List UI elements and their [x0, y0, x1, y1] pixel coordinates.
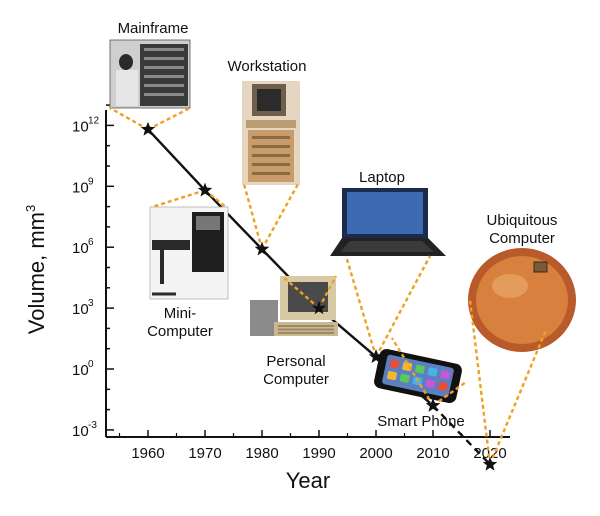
minicomputer-terminal: [152, 240, 190, 250]
y-tick-exponent: 6: [88, 237, 94, 248]
micro-chip: [533, 261, 548, 273]
data-point-star-top: [368, 349, 384, 363]
workstation-screen: [257, 89, 281, 111]
y-tick-label: 10: [72, 179, 89, 196]
smartphone-app-icon: [399, 373, 410, 383]
data-point-star-top: [482, 456, 498, 471]
label-personal-computer: Personal Computer: [263, 353, 329, 388]
trend-line-dashed: [432, 404, 491, 466]
smartphone-app-icon: [427, 367, 438, 377]
x-tick-label: 1960: [131, 445, 164, 462]
minicomputer-stand: [160, 250, 164, 284]
y-tick-label: 10: [72, 118, 89, 135]
smartphone-app-icon: [440, 370, 451, 380]
smartphone-app-icon: [387, 371, 397, 381]
mainframe-panel-stripe: [144, 75, 184, 78]
mainframe-panel-stripe: [144, 57, 184, 60]
callout-connector: [109, 106, 149, 131]
label-ubiquitous: Ubiquitous Computer: [486, 212, 558, 247]
smartphone-app-icon: [437, 381, 448, 391]
penny-face: [476, 256, 568, 344]
laptop-keyboard: [340, 241, 434, 252]
callout-connector: [390, 337, 435, 407]
data-point-star-top: [197, 182, 213, 197]
minicomputer-tape: [196, 216, 220, 230]
callout-connector: [344, 255, 378, 358]
pc-key-row: [278, 332, 334, 334]
x-tick-label: 1990: [302, 445, 335, 462]
label-workstation: Workstation: [227, 58, 307, 75]
data-point-star-top: [425, 398, 441, 412]
penny-highlight: [492, 274, 528, 298]
mainframe-operator-head: [119, 54, 133, 70]
pc-key-row: [278, 328, 334, 331]
callout-connector: [204, 189, 227, 208]
y-tick-exponent: -3: [88, 420, 97, 431]
y-tick-exponent: 9: [88, 176, 94, 187]
x-tick-label: 2020: [473, 445, 506, 462]
workstation-keyboard: [246, 120, 296, 128]
mainframe-operator-body: [116, 70, 138, 106]
pc-key-row: [278, 325, 334, 327]
callout-connector: [374, 255, 432, 358]
y-tick-label: 10: [72, 301, 89, 318]
workstation-vent: [252, 136, 290, 139]
label-laptop: Laptop: [359, 169, 405, 186]
mainframe-panel-stripe: [144, 66, 184, 69]
data-point-star-top: [311, 300, 327, 315]
x-tick-label: 2000: [359, 445, 392, 462]
y-tick-label: 10: [72, 240, 89, 257]
callout-connector: [242, 183, 264, 250]
callout-connector: [317, 275, 338, 309]
y-axis-title-superscript: 3: [23, 205, 38, 212]
callout-connector: [151, 189, 206, 209]
workstation-vent: [252, 154, 290, 157]
mainframe-panel-stripe: [144, 93, 184, 96]
label-minicomputer: Mini- Computer: [147, 305, 213, 340]
mainframe-panel-stripe: [144, 48, 184, 51]
x-tick-label: 2010: [416, 445, 449, 462]
data-point-star-top: [254, 241, 270, 256]
y-axis-title: Volume, mm3: [23, 205, 49, 335]
workstation-vent: [252, 163, 290, 166]
smartphone-app-icon: [389, 359, 400, 369]
laptop-screen: [347, 192, 423, 234]
mainframe-panel-stripe: [144, 84, 184, 87]
smartphone-screen: [382, 354, 454, 398]
smartphone-app-icon: [414, 364, 425, 374]
smartphone-app-icon: [425, 379, 436, 389]
callout-connector: [260, 183, 300, 250]
x-axis-title: Year: [286, 468, 330, 493]
workstation-vent: [252, 145, 290, 148]
y-tick-exponent: 0: [88, 359, 94, 370]
y-tick-exponent: 3: [88, 298, 94, 309]
y-tick-exponent: 12: [88, 115, 100, 126]
y-tick-label: 10: [72, 362, 89, 379]
x-tick-label: 1970: [188, 445, 221, 462]
x-tick-label: 1980: [245, 445, 278, 462]
label-smartphone: Smart Phone: [377, 413, 465, 430]
data-point-star-top: [140, 122, 156, 136]
callout-connector: [488, 329, 548, 465]
pc-drive-tower: [250, 300, 278, 336]
callout-connector: [147, 106, 191, 131]
workstation-vent: [252, 172, 290, 175]
label-mainframe: Mainframe: [117, 20, 189, 37]
y-tick-label: 10: [72, 423, 89, 440]
callout-connector: [281, 275, 320, 310]
